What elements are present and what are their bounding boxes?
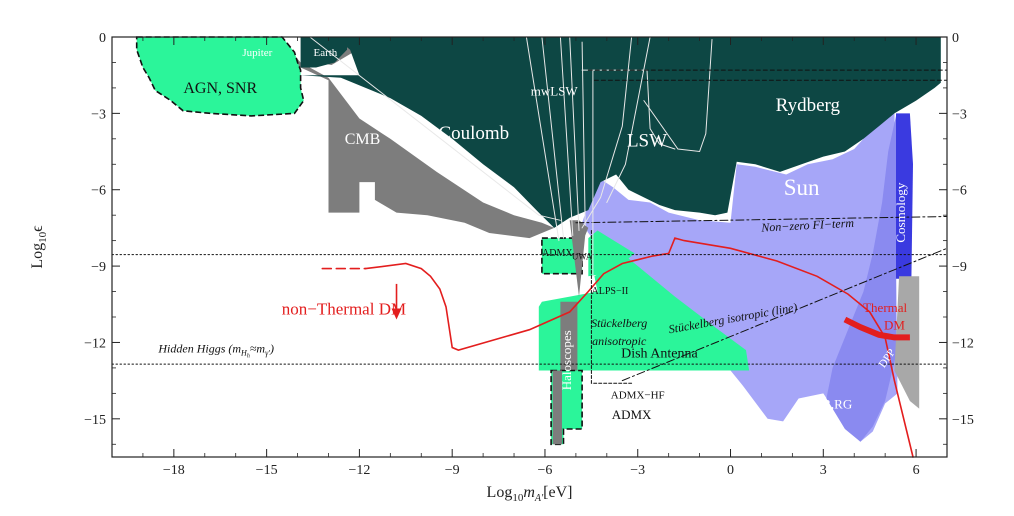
white-line-4 (569, 36, 580, 231)
y-axis-title: Log10ϵ (29, 225, 49, 269)
plot-frame (111, 36, 948, 458)
y-tick-label: −15 (84, 413, 106, 428)
lines-layer (111, 36, 948, 458)
y-tick-label-right: −15 (952, 413, 974, 428)
white-line-7 (309, 36, 561, 221)
x-tick-label: −3 (630, 463, 645, 478)
green-upper (588, 230, 635, 277)
white-line-11 (643, 39, 713, 153)
y-tick-label: −9 (91, 260, 106, 275)
x-tick-label: −15 (256, 463, 278, 478)
admx-box-region (541, 237, 583, 275)
ticks-layer: −18 −15 −12 −9 −6 −3 0 3 6 0 0 −3 −3 −6 −6 −9 −9 −12 −12 −1… (84, 31, 974, 478)
y-tick-label: −6 (91, 184, 106, 199)
admx-bottom-label: ADMX (612, 407, 652, 422)
x-tick-label: −9 (445, 463, 460, 478)
admx-inner-gray (569, 220, 589, 297)
dark-region-left (300, 37, 347, 68)
alps-ii-label: ALPS−II (592, 286, 629, 297)
white-line-2 (541, 36, 564, 239)
uwa-label: UWA (572, 252, 593, 262)
y-tick-label: 0 (99, 31, 106, 46)
jupiter-label: Jupiter (242, 47, 272, 59)
stuckelberg-aniso-2-label: anisotropic (592, 334, 647, 348)
admx-box-label: ADMX (542, 248, 573, 259)
y-tick-label: −12 (84, 336, 106, 351)
agn-snr-label: AGN, SNR (183, 80, 257, 97)
hidden-higgs-label: Hidden Higgs (mHh≈mγ') (157, 342, 274, 360)
white-line-3 (559, 36, 574, 236)
cosmology-region (896, 113, 913, 279)
mwlsw-label: mwLSW (531, 84, 579, 99)
stuckelberg-aniso-1-label: Stückelberg (591, 316, 647, 330)
x-tick-label: −6 (538, 463, 553, 478)
white-line-9 (606, 36, 651, 203)
dish-antenna-label: Dish Antenna (621, 347, 698, 362)
sun-label: Sun (784, 175, 820, 200)
y-tick-label: −3 (91, 107, 106, 122)
admx-column-gray (552, 370, 562, 445)
y-tick-label-right: 0 (952, 31, 959, 46)
stuckelberg-line (621, 247, 948, 382)
fi-term-line (575, 216, 948, 224)
haloscopes-label: Haloscopes (559, 330, 574, 390)
non-thermal-dm-line (364, 237, 914, 458)
cmb-region (220, 37, 555, 239)
cosmology-label: Cosmology (893, 182, 908, 242)
y-tick-label-right: −3 (952, 107, 967, 122)
x-tick-label: 3 (820, 463, 827, 478)
agn-snr-region (135, 36, 305, 117)
white-line-1 (525, 36, 560, 242)
non-thermal-dm-label: non−Thermal DM (282, 299, 406, 318)
y-tick-label-right: −9 (952, 260, 967, 275)
axis-titles: Log10mA'[eV] Log10ϵ (29, 225, 572, 504)
earth-label: Earth (313, 47, 337, 59)
hb-rg-label: HB,RG (813, 397, 852, 412)
white-line-5 (581, 41, 586, 226)
thermal-label: Thermal (863, 300, 907, 315)
coulomb-label: Coulomb (438, 123, 509, 144)
rydberg-label: Rydberg (776, 95, 841, 116)
sun-region (582, 103, 898, 442)
x-tick-label: 0 (727, 463, 734, 478)
thermal-dm-band (843, 316, 910, 341)
cmb-label: CMB (345, 131, 381, 148)
x-tick-label: 6 (913, 463, 920, 478)
dm-label: DM (884, 318, 905, 333)
down-arrow-icon (391, 283, 402, 320)
dpp-region (894, 276, 920, 409)
admx-hf-line (590, 230, 633, 384)
x-tick-label: −18 (163, 463, 185, 478)
non-zero-fi-term-label: Non−zero FI−term (760, 216, 855, 235)
y-tick-label-right: −12 (952, 336, 974, 351)
x-axis-title: Log10mA'[eV] (487, 484, 573, 504)
hb-rg-region (826, 115, 896, 442)
y-tick-label-right: −6 (952, 184, 967, 199)
admx-hf-label: ADMX−HF (611, 389, 665, 401)
x-tick-label: −12 (348, 463, 370, 478)
lsw-label: LSW (627, 130, 667, 151)
white-line-8 (581, 36, 633, 229)
